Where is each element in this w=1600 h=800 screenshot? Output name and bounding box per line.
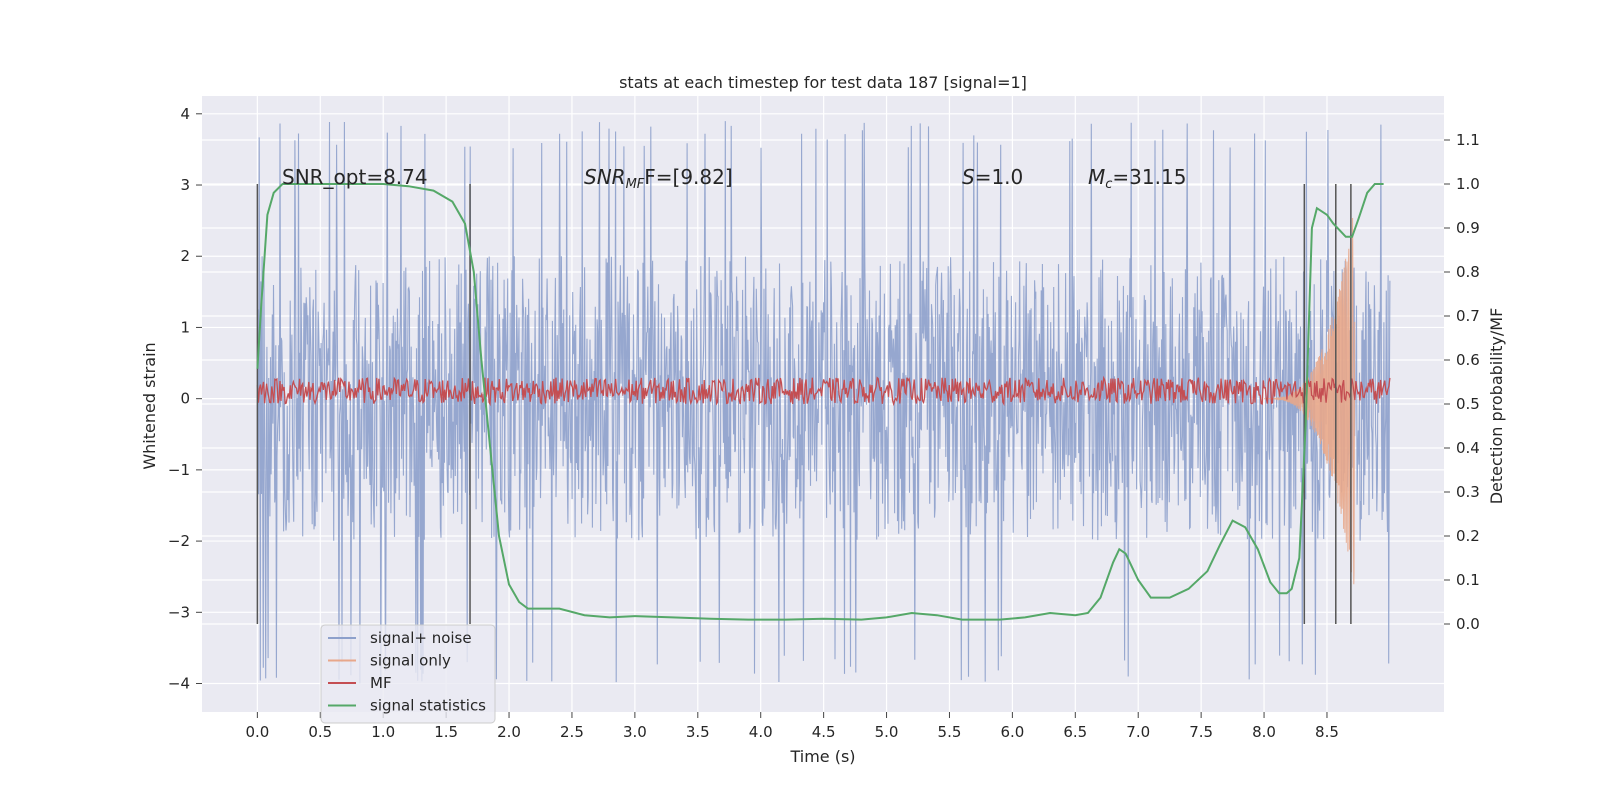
legend: signal+ noise signal only MF signal statist…: [320, 624, 496, 724]
y-tick-label: 1: [180, 318, 190, 336]
legend-label: signal+ noise: [370, 629, 472, 647]
annotation-snr-opt: SNR_opt=8.74: [282, 165, 428, 189]
series-signal-statistics: [256, 183, 1384, 621]
x-tick-label: 0.0: [245, 723, 269, 741]
x-axis-label: Time (s): [789, 747, 855, 766]
x-tick-label: 7.0: [1126, 723, 1150, 741]
series-signal-only: [1264, 217, 1356, 585]
x-tick-label: 3.5: [686, 723, 710, 741]
right-axis-label: Detection probability/MF: [1487, 308, 1506, 505]
signal-statistics-series: [256, 183, 1384, 621]
legend-label: signal only: [370, 652, 451, 670]
x-tick-label: 1.5: [434, 723, 458, 741]
x-tick-label: 5.0: [875, 723, 899, 741]
y-tick-label: 4: [180, 105, 190, 123]
x-tick-label: 5.5: [938, 723, 962, 741]
x-axis-ticks: 0.0 0.5 1.0 1.5 2.0 2.5 3.0 3.5 4.0 4.5 5.0 5.5 6.0 6…: [245, 712, 1339, 741]
annotation-s: S=1.0: [962, 165, 1023, 189]
x-tick-label: 2.0: [497, 723, 521, 741]
x-tick-label: 4.5: [812, 723, 836, 741]
y-tick-label: −3: [168, 603, 190, 621]
x-tick-label: 3.0: [623, 723, 647, 741]
x-tick-label: 6.5: [1063, 723, 1087, 741]
annotation-mc: Mc=31.15: [1088, 165, 1186, 192]
signal-plus-noise-series: [256, 121, 1391, 684]
series-signal-plus-noise: [256, 121, 1391, 684]
signal-only-series: [1264, 217, 1356, 585]
chart-title: stats at each timestep for test data 187…: [619, 73, 1027, 92]
right-axis-ticks: 0.0 0.1 0.2 0.3 0.4 0.5 0.6 0.7 0.8 0.9 1.0 1.1: [1444, 131, 1480, 633]
y-axis-label: Whitened strain: [140, 342, 159, 469]
right-tick-label: 0.8: [1456, 263, 1480, 281]
x-tick-label: 8.0: [1252, 723, 1276, 741]
y-tick-label: −2: [168, 532, 190, 550]
x-tick-label: 7.5: [1189, 723, 1213, 741]
annotation-snr-mf: SNRMFF=[9.82]: [584, 165, 733, 192]
right-tick-label: 0.7: [1456, 307, 1480, 325]
right-tick-label: 0.3: [1456, 483, 1480, 501]
y-tick-label: −1: [168, 461, 190, 479]
detection-lines: [256, 184, 1352, 624]
mf-series: [256, 375, 1391, 407]
x-tick-label: 0.5: [308, 723, 332, 741]
right-tick-label: 0.9: [1456, 219, 1480, 237]
legend-box: [320, 624, 496, 724]
right-tick-label: 0.0: [1456, 615, 1480, 633]
legend-label: signal statistics: [370, 697, 486, 715]
series-mf: [256, 375, 1391, 407]
y-axis-ticks: −4 −3 −2 −1 0 1 2 3 4: [168, 105, 202, 693]
y-tick-label: 3: [180, 176, 190, 194]
y-tick-label: 2: [180, 247, 190, 265]
right-tick-label: 0.6: [1456, 351, 1480, 369]
x-tick-label: 6.0: [1000, 723, 1024, 741]
x-tick-label: 2.5: [560, 723, 584, 741]
right-tick-label: 0.5: [1456, 395, 1480, 413]
right-tick-label: 0.4: [1456, 439, 1480, 457]
right-tick-label: 1.0: [1456, 175, 1480, 193]
right-tick-label: 0.2: [1456, 527, 1480, 545]
x-tick-label: 8.5: [1315, 723, 1339, 741]
right-tick-label: 1.1: [1456, 131, 1480, 149]
x-tick-label: 1.0: [371, 723, 395, 741]
y-tick-label: 0: [180, 390, 190, 408]
x-tick-label: 4.0: [749, 723, 773, 741]
legend-label: MF: [370, 674, 392, 692]
y-tick-label: −4: [168, 675, 190, 693]
right-tick-label: 0.1: [1456, 571, 1480, 589]
